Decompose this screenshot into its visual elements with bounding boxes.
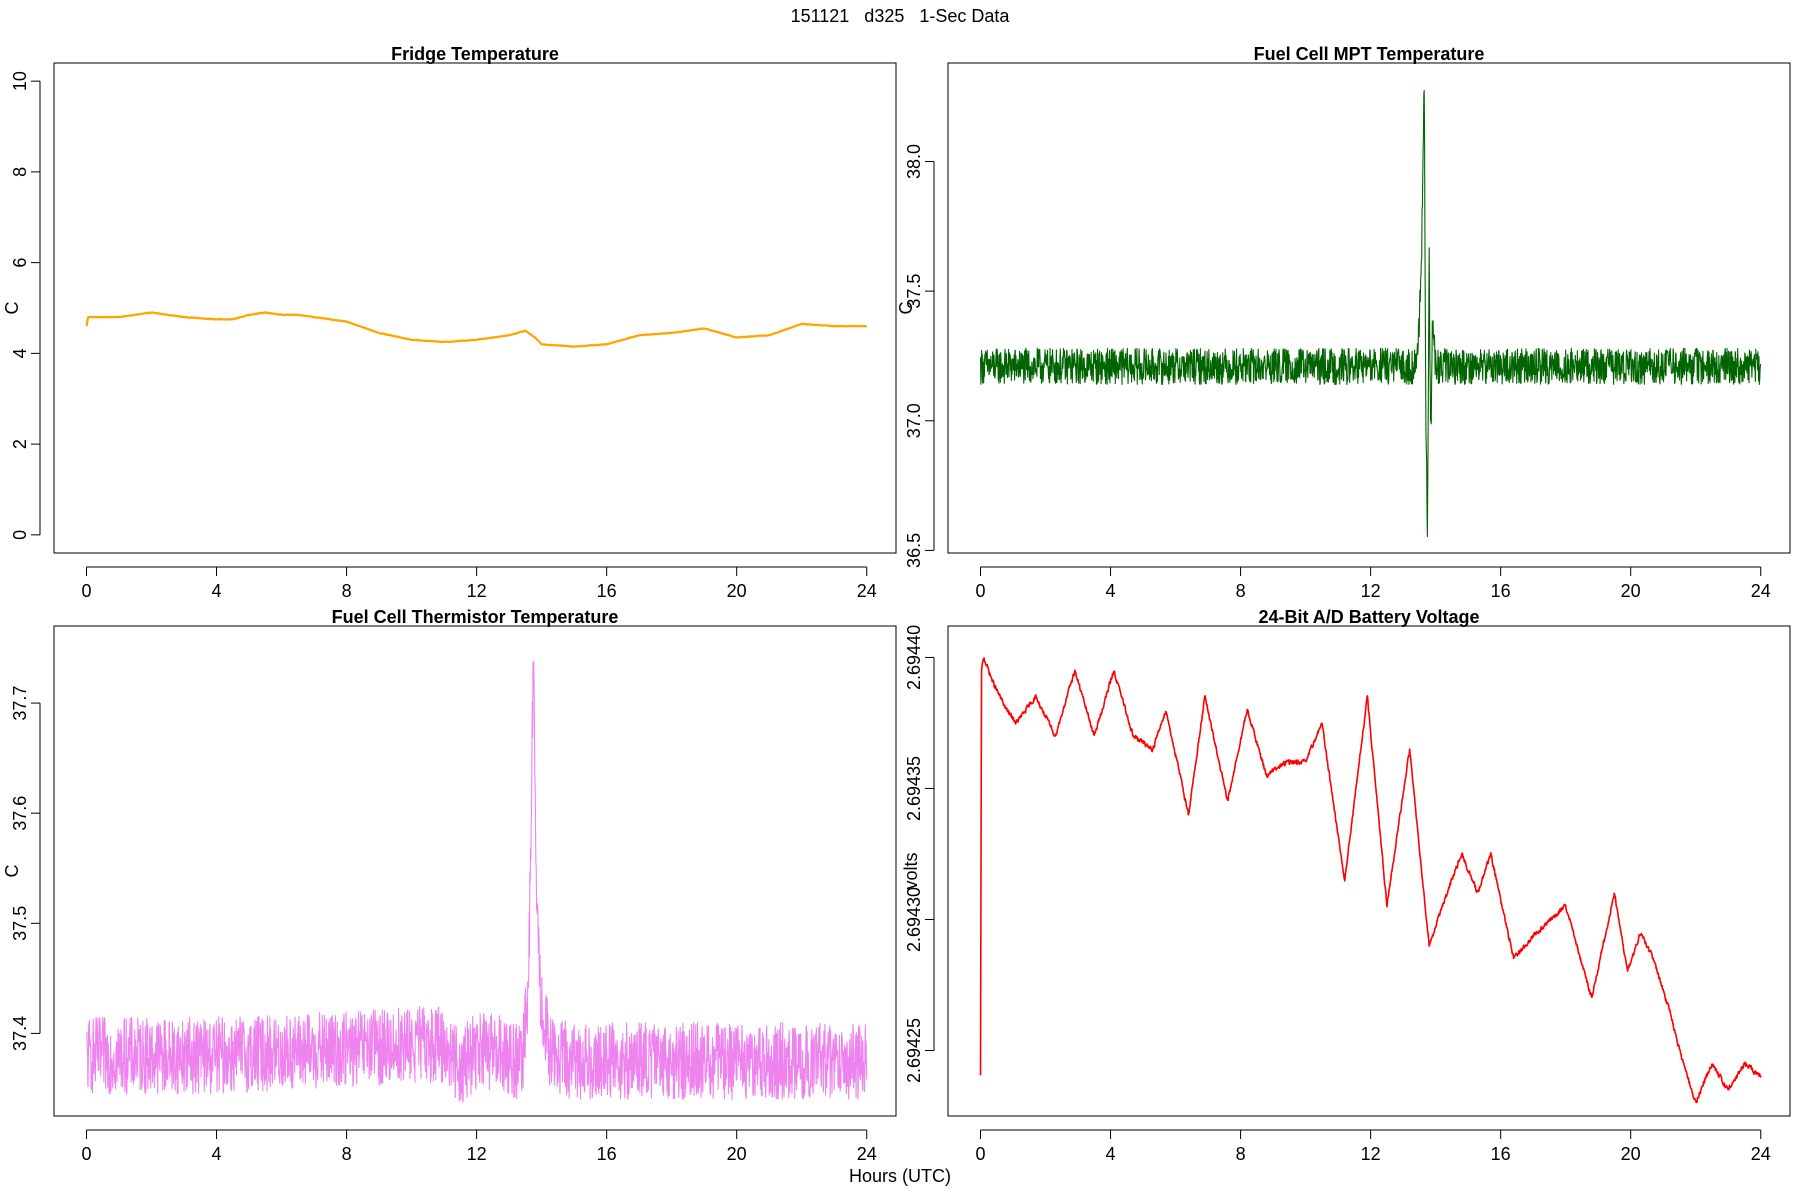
y-tick-label: 36.5	[904, 533, 924, 568]
y-tick-label: 2.69440	[904, 625, 924, 690]
y-tick-label: 38.0	[904, 144, 924, 179]
panel-battery-voltage: 24-Bit A/D Battery Voltage 0 4 8 12 16 20 24 2.6…	[901, 607, 1791, 1164]
x-tick-label: 12	[1361, 1144, 1381, 1164]
y-tick-label: 2.69430	[904, 887, 924, 952]
data-series-line	[85, 311, 868, 348]
y-tick-label: 37.5	[10, 906, 30, 941]
y-tick-label: 10	[10, 71, 30, 91]
panel-title: Fuel Cell MPT Temperature	[1254, 44, 1485, 64]
plot-frame	[947, 62, 1791, 554]
x-tick-label: 4	[1106, 581, 1116, 601]
figure-title: 151121 d325 1-Sec Data	[790, 6, 1010, 26]
x-tick-label: 0	[976, 1144, 986, 1164]
x-tick-label: 24	[857, 1144, 877, 1164]
x-tick-label: 16	[597, 581, 617, 601]
x-tick-label: 4	[1106, 1144, 1116, 1164]
y-tick-label: 37.5	[904, 274, 924, 309]
x-tick-label: 20	[727, 1144, 747, 1164]
x-tick-label: 8	[342, 1144, 352, 1164]
y-axis-label: C	[2, 865, 22, 878]
x-tick-label: 8	[1236, 581, 1246, 601]
x-tick-label: 0	[82, 581, 92, 601]
y-tick-label: 0	[10, 530, 30, 540]
plot-frame	[947, 625, 1791, 1117]
x-tick-label: 8	[342, 581, 352, 601]
x-tick-label: 20	[727, 581, 747, 601]
y-tick-label: 37.6	[10, 796, 30, 831]
x-tick-label: 8	[1236, 1144, 1246, 1164]
x-tick-label: 24	[857, 581, 877, 601]
panel-fuel-cell-thermistor-temperature: Fuel Cell Thermistor Temperature 0 4 8 12 16 2…	[2, 607, 897, 1164]
plot-frame	[53, 62, 897, 554]
x-tick-label: 16	[597, 1144, 617, 1164]
y-tick-label: 4	[10, 348, 30, 358]
y-axis-label: C	[2, 302, 22, 315]
x-tick-label: 12	[467, 581, 487, 601]
y-tick-label: 2.69435	[904, 756, 924, 821]
x-tick-label: 4	[212, 1144, 222, 1164]
panel-title: 24-Bit A/D Battery Voltage	[1258, 607, 1479, 627]
x-tick-label: 16	[1491, 1144, 1511, 1164]
x-tick-label: 24	[1751, 1144, 1771, 1164]
y-tick-label: 2	[10, 439, 30, 449]
plot-frame	[53, 625, 897, 1117]
panel-title: Fuel Cell Thermistor Temperature	[332, 607, 619, 627]
y-tick-label: 37.0	[904, 403, 924, 438]
y-tick-label: 8	[10, 167, 30, 177]
panel-fuel-cell-mpt-temperature: Fuel Cell MPT Temperature 0 4 8 12 16 20 24 36.5…	[896, 44, 1791, 601]
x-tick-label: 4	[212, 581, 222, 601]
x-tick-label: 0	[976, 581, 986, 601]
y-tick-label: 37.7	[10, 686, 30, 721]
x-axis-common-label: Hours (UTC)	[849, 1166, 951, 1186]
x-tick-label: 12	[467, 1144, 487, 1164]
x-tick-label: 20	[1621, 1144, 1641, 1164]
y-axis-label: volts	[901, 852, 921, 889]
data-series-line	[979, 657, 1762, 1104]
y-tick-label: 6	[10, 258, 30, 268]
x-tick-label: 12	[1361, 581, 1381, 601]
y-axis-label: C	[896, 302, 916, 315]
x-tick-label: 0	[82, 1144, 92, 1164]
panel-title: Fridge Temperature	[391, 44, 559, 64]
y-tick-label: 2.69425	[904, 1018, 924, 1083]
data-series-line	[85, 660, 868, 1103]
data-series-line	[979, 89, 1762, 538]
x-tick-label: 24	[1751, 581, 1771, 601]
y-tick-label: 37.4	[10, 1016, 30, 1051]
x-tick-label: 16	[1491, 581, 1511, 601]
x-tick-label: 20	[1621, 581, 1641, 601]
